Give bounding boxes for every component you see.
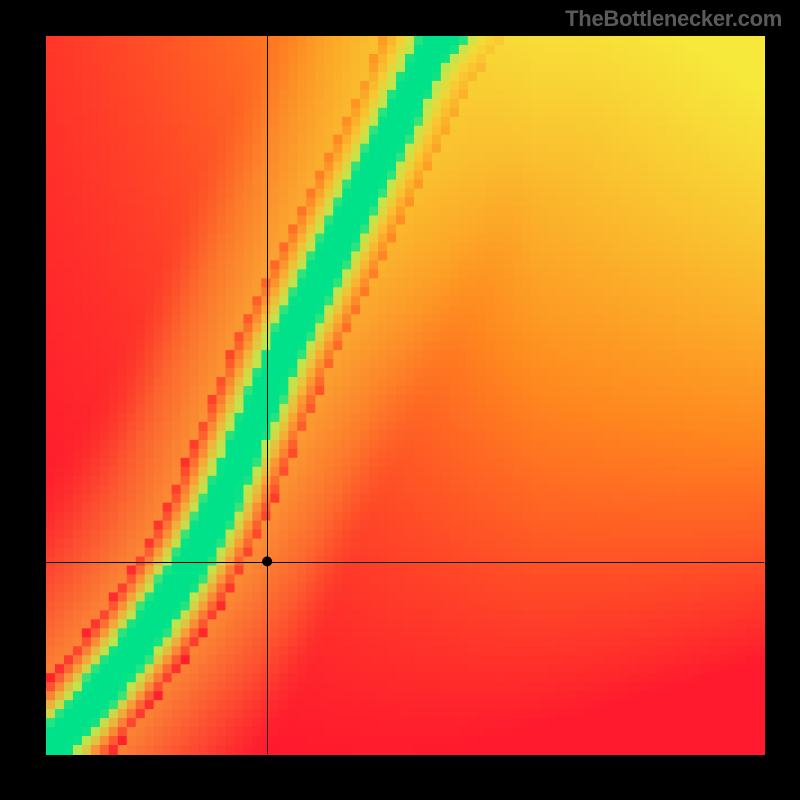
watermark-text: TheBottlenecker.com — [565, 6, 782, 32]
chart-container: TheBottlenecker.com — [0, 0, 800, 800]
bottleneck-heatmap-canvas — [0, 0, 800, 800]
